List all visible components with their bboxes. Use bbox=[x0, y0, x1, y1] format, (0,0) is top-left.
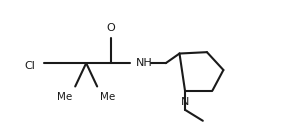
Text: Me: Me bbox=[57, 92, 73, 102]
Text: NH: NH bbox=[136, 58, 152, 68]
Text: Cl: Cl bbox=[25, 61, 35, 71]
Text: Me: Me bbox=[100, 92, 115, 102]
Text: N: N bbox=[181, 97, 189, 107]
Text: O: O bbox=[107, 23, 115, 33]
